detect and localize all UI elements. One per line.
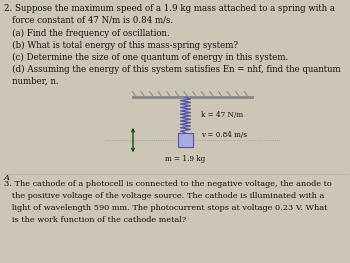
Text: 2. Suppose the maximum speed of a 1.9 kg mass attached to a spring with a: 2. Suppose the maximum speed of a 1.9 kg… xyxy=(4,4,334,13)
Text: (a) Find the frequency of oscillation.: (a) Find the frequency of oscillation. xyxy=(4,29,169,38)
Text: A: A xyxy=(4,174,9,181)
Text: (b) What is total energy of this mass-spring system?: (b) What is total energy of this mass-sp… xyxy=(4,41,238,50)
Text: force constant of 47 N/m is 0.84 m/s.: force constant of 47 N/m is 0.84 m/s. xyxy=(4,16,173,25)
Text: the positive voltage of the voltage source. The cathode is illuminated with a: the positive voltage of the voltage sour… xyxy=(4,192,324,200)
Text: light of wavelength 590 mm. The photocurrent stops at voltage 0.23 V. What: light of wavelength 590 mm. The photocur… xyxy=(4,204,327,212)
Text: k = 47 N/m: k = 47 N/m xyxy=(201,111,243,119)
Text: m = 1.9 kg: m = 1.9 kg xyxy=(165,155,206,163)
Text: (d) Assuming the energy of this system satisfies En = nhf, find the quantum: (d) Assuming the energy of this system s… xyxy=(4,64,340,74)
Text: is the work function of the cathode metal?: is the work function of the cathode meta… xyxy=(4,216,186,224)
Text: v = 0.84 m/s: v = 0.84 m/s xyxy=(201,131,247,139)
Text: 3. The cathode of a photocell is connected to the negative voltage, the anode to: 3. The cathode of a photocell is connect… xyxy=(4,180,331,188)
Bar xyxy=(178,133,194,147)
Text: (c) Determine the size of one quantum of energy in this system.: (c) Determine the size of one quantum of… xyxy=(4,53,288,62)
Text: number, n.: number, n. xyxy=(4,76,58,85)
